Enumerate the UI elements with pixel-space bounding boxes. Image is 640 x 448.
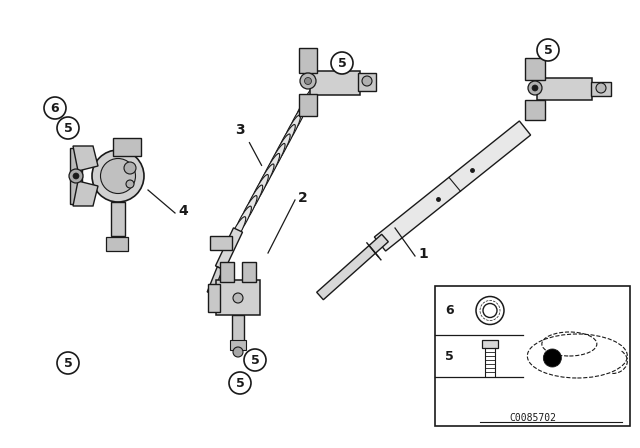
Text: 5: 5 [445,349,454,362]
FancyBboxPatch shape [482,340,498,348]
Polygon shape [73,181,98,206]
Circle shape [229,372,251,394]
FancyBboxPatch shape [210,236,232,250]
Ellipse shape [266,143,285,177]
Circle shape [126,180,134,188]
Bar [435,286,630,426]
Ellipse shape [294,96,310,124]
FancyBboxPatch shape [525,100,545,120]
Circle shape [57,352,79,374]
FancyBboxPatch shape [310,71,360,95]
FancyBboxPatch shape [242,262,256,282]
Ellipse shape [289,106,305,134]
Text: 6: 6 [51,102,60,115]
FancyBboxPatch shape [230,340,246,350]
Text: 5: 5 [63,121,72,134]
Text: 4: 4 [178,204,188,218]
Text: 5: 5 [251,353,259,366]
Ellipse shape [272,134,290,166]
FancyBboxPatch shape [216,280,260,315]
Ellipse shape [261,154,280,186]
Circle shape [233,293,243,303]
Circle shape [305,78,312,85]
Circle shape [543,349,561,367]
Ellipse shape [256,164,274,196]
Circle shape [244,349,266,371]
Polygon shape [207,267,223,294]
Ellipse shape [230,217,246,243]
Circle shape [537,39,559,61]
Text: 1: 1 [418,247,428,261]
Text: 5: 5 [236,376,244,389]
Circle shape [331,52,353,74]
Circle shape [596,83,606,93]
Ellipse shape [100,159,136,194]
Text: 6: 6 [445,304,454,317]
Circle shape [233,347,243,357]
Ellipse shape [246,185,262,215]
Polygon shape [374,121,531,251]
FancyBboxPatch shape [70,148,82,204]
FancyBboxPatch shape [220,262,234,282]
Circle shape [300,73,316,89]
FancyBboxPatch shape [525,58,545,80]
Ellipse shape [92,150,144,202]
Text: 5: 5 [543,43,552,56]
FancyBboxPatch shape [358,73,376,91]
FancyBboxPatch shape [113,138,141,156]
Ellipse shape [241,196,257,224]
FancyBboxPatch shape [106,237,128,251]
Text: 2: 2 [298,191,308,205]
FancyBboxPatch shape [299,48,317,73]
Text: C0085702: C0085702 [509,413,556,423]
Polygon shape [73,146,98,171]
FancyBboxPatch shape [537,78,592,100]
Polygon shape [216,228,243,270]
FancyBboxPatch shape [208,284,220,312]
Circle shape [124,162,136,174]
FancyBboxPatch shape [299,94,317,116]
Polygon shape [317,234,388,300]
Ellipse shape [284,115,300,145]
Polygon shape [232,315,244,342]
FancyBboxPatch shape [591,82,611,96]
Ellipse shape [278,125,295,155]
Text: 3: 3 [235,123,245,137]
Circle shape [57,117,79,139]
Circle shape [73,173,79,179]
Circle shape [69,169,83,183]
Circle shape [532,85,538,91]
Polygon shape [111,202,125,236]
Circle shape [44,97,66,119]
Ellipse shape [251,175,268,206]
Ellipse shape [236,206,252,234]
Circle shape [528,81,542,95]
Ellipse shape [300,87,316,113]
Text: 5: 5 [338,56,346,69]
Circle shape [362,76,372,86]
Text: 5: 5 [63,357,72,370]
